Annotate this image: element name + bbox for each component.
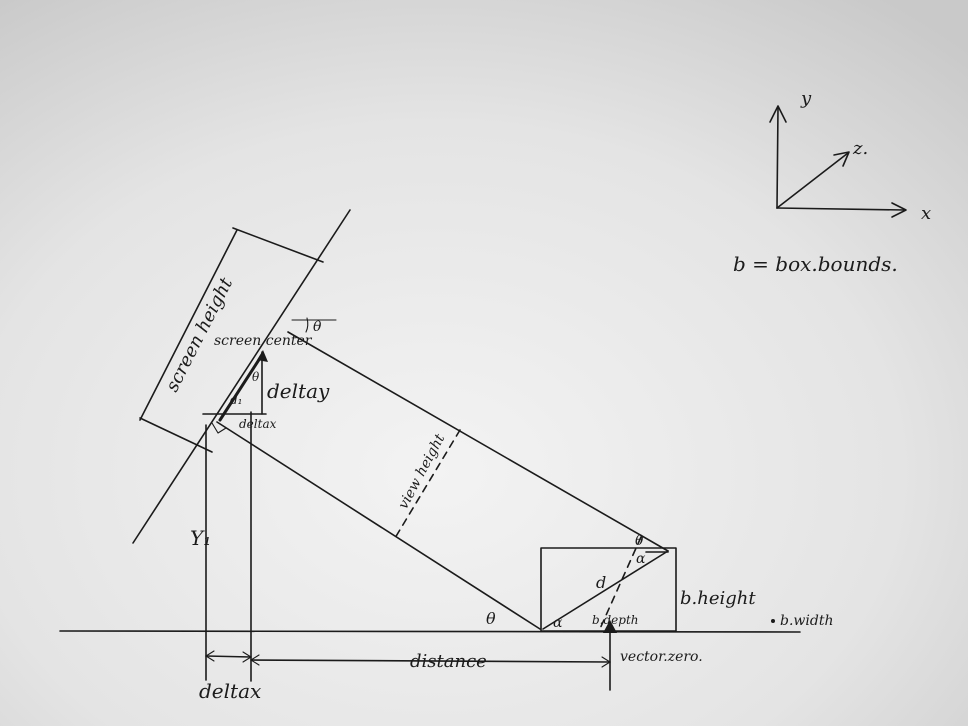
d1-hypotenuse <box>218 353 264 422</box>
axes-icon <box>769 105 907 218</box>
distance-arrow-left <box>250 654 260 666</box>
deltax-dimension-line <box>205 655 252 658</box>
theta-arc-top <box>305 317 309 333</box>
d-label: d <box>596 573 606 592</box>
b-depth-label: b.depth <box>592 613 639 627</box>
axis-z-label: z. <box>852 138 868 159</box>
screen-center-label: screen center <box>214 333 313 349</box>
deltax-label: deltax <box>199 679 261 703</box>
alpha-label-ground: α <box>553 615 563 631</box>
box-diagonal-d <box>542 550 669 630</box>
delta-triangle <box>202 350 268 434</box>
deltax-arrow-right <box>242 651 252 663</box>
theta-label-box: θ <box>635 533 644 549</box>
bounds-definition: b = box.bounds. <box>733 252 898 276</box>
bottom-dimensions <box>205 650 611 668</box>
top-view-line <box>287 331 669 552</box>
d1-label: d₁ <box>230 393 243 407</box>
b-width-label: b.width <box>780 613 833 629</box>
b-height-label: b.height <box>680 588 756 609</box>
right-angle-mark <box>211 422 227 434</box>
y-axis-line <box>776 107 779 209</box>
axis-y-label: y <box>800 88 812 109</box>
b-width-bullet <box>771 619 775 623</box>
screen-height-line <box>139 229 238 421</box>
theta-label-top: θ <box>313 319 322 335</box>
y-axis-arrow <box>769 105 787 123</box>
distance-label: distance <box>410 651 487 672</box>
y1-label: Y₁ <box>190 526 211 550</box>
deltax-small-label: deltax <box>239 417 277 431</box>
distance-dimension-line <box>250 659 611 663</box>
screen-height-tick-bottom <box>139 417 213 453</box>
vector-zero-label: vector.zero. <box>620 649 703 665</box>
deltay-label: deltay <box>267 379 330 403</box>
screen-height-dimension <box>139 227 324 453</box>
view-height-dashed-line <box>394 429 461 539</box>
screen-plane-line <box>132 209 351 544</box>
alpha-label-box: α <box>636 551 646 567</box>
theta-label-ground: θ <box>486 609 496 628</box>
ground-line <box>59 630 801 633</box>
x-axis-arrow <box>891 202 907 218</box>
screen-height-tick-top <box>232 227 324 263</box>
deltax-arrow-left <box>205 650 215 662</box>
z-axis-arrow <box>833 151 850 167</box>
x-axis-line <box>776 207 906 211</box>
axis-x-label: x <box>921 203 931 224</box>
theta-label-small: θ <box>252 370 260 384</box>
z-axis-line <box>776 152 849 209</box>
distance-arrow-right <box>601 656 611 668</box>
bottom-view-line <box>216 421 541 630</box>
box-dashed-diagonal <box>598 536 642 632</box>
box-shape <box>540 536 677 633</box>
vector-zero-marker <box>603 620 617 633</box>
d1-arrowhead <box>257 350 268 362</box>
